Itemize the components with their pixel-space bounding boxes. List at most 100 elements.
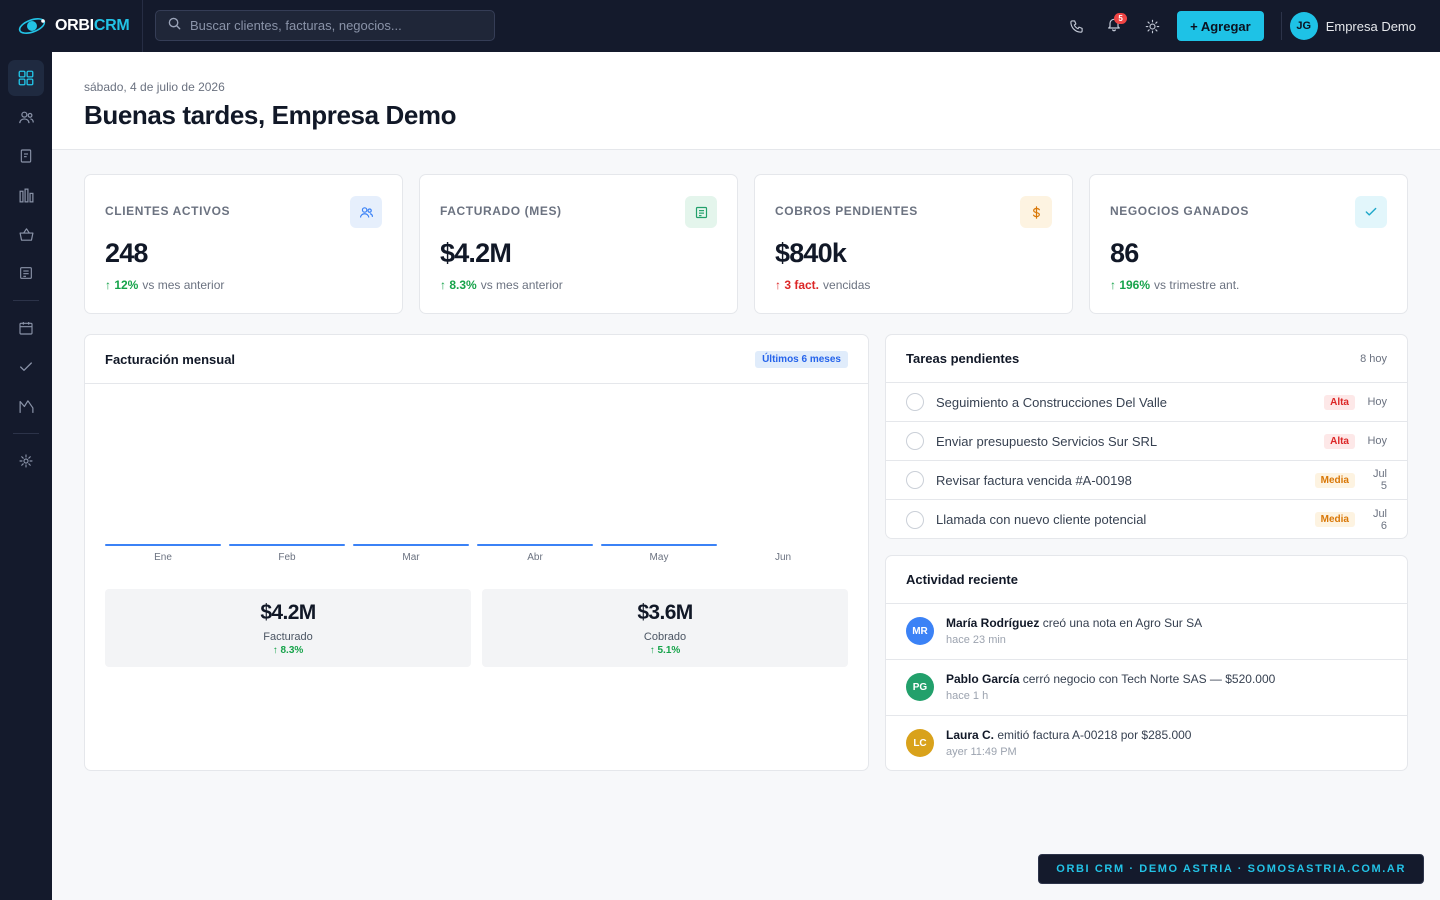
task-checkbox[interactable] [906, 432, 924, 450]
bar-feb[interactable] [229, 544, 345, 546]
kpi-trend: ↑ 3 fact. vencidas [775, 278, 1052, 292]
sidebar-item-tasks[interactable] [8, 349, 44, 385]
task-due: Jul 6 [1372, 507, 1387, 532]
sidebar-item-invoices[interactable] [8, 255, 44, 291]
summary-delta: ↑ 5.1% [649, 645, 681, 656]
kpi-card-pending-collections[interactable]: COBROS PENDIENTES $840k ↑ 3 fact. vencida… [754, 174, 1073, 314]
notifications-button[interactable]: 5 [1101, 13, 1128, 39]
kpi-card-deals-won[interactable]: NEGOCIOS GANADOS 86 ↑ 196% vs trimestre a… [1089, 174, 1408, 314]
panel-header: Actividad reciente [886, 556, 1407, 604]
demo-watermark-tag[interactable]: ORBI CRM · DEMO ASTRIA · SOMOSASTRIA.COM… [1038, 854, 1424, 884]
task-row[interactable]: Seguimiento a Construcciones Del Valle A… [886, 383, 1407, 422]
activity-time: hace 1 h [946, 690, 989, 702]
current-date: sábado, 4 de julio de 2026 [84, 80, 225, 94]
gear-icon [19, 454, 33, 468]
x-tick-label: Abr [527, 552, 543, 563]
bar-mar[interactable] [353, 544, 469, 546]
x-tick-label: Feb [278, 552, 296, 563]
kpi-value: 248 [105, 238, 148, 268]
kpi-trend: ↑ 8.3% vs mes anterior [440, 278, 717, 292]
bar-abr[interactable] [477, 544, 593, 546]
users-icon [350, 196, 382, 228]
task-checkbox[interactable] [906, 471, 924, 489]
theme-toggle-sun-icon[interactable] [1139, 13, 1165, 39]
dashboard-grid-icon [18, 70, 34, 86]
summary-label: Facturado [263, 631, 313, 643]
sidebar-item-pipeline[interactable] [8, 388, 44, 424]
brand-name: ORBICRM [55, 17, 130, 34]
activity-item[interactable]: PG Pablo García cerró negocio con Tech N… [886, 660, 1407, 716]
priority-badge: Alta [1324, 433, 1355, 449]
task-text: Llamada con nuevo cliente potencial [936, 512, 1147, 527]
priority-badge: Media [1314, 472, 1355, 488]
panel-title: Actividad reciente [906, 572, 1018, 587]
kpi-card-active-clients[interactable]: CLIENTES ACTIVOS 248 ↑ 12% vs mes anterio… [84, 174, 403, 314]
sidebar-item-calendar[interactable] [8, 310, 44, 346]
kpi-delta: ↑ 3 fact. [775, 278, 820, 292]
sidebar-divider-2 [13, 433, 39, 434]
kpi-label: NEGOCIOS GANADOS [1110, 204, 1249, 218]
task-text: Enviar presupuesto Servicios Sur SRL [936, 433, 1158, 449]
activity-action: cerró negocio con Tech Norte SAS — $520.… [1019, 672, 1276, 686]
activity-item[interactable]: LC Laura C. emitió factura A-00218 por $… [886, 716, 1407, 772]
kpi-note: vs trimestre ant. [1154, 278, 1240, 292]
task-row[interactable]: Enviar presupuesto Servicios Sur SRL Alt… [886, 422, 1407, 461]
kpi-trend: ↑ 196% vs trimestre ant. [1110, 278, 1387, 292]
billing-bar-chart: Ene Feb Mar Abr May Jun [105, 395, 849, 575]
sidebar-item-documents[interactable] [8, 138, 44, 174]
topbar-divider [1280, 12, 1282, 40]
summary-label: Cobrado [643, 631, 687, 643]
sidebar-divider [13, 300, 39, 301]
task-row[interactable]: Revisar factura vencida #A-00198 Media J… [886, 461, 1407, 500]
activity-user: Laura C. [946, 728, 995, 742]
summary-value: $4.2M [260, 601, 316, 624]
recent-activity-panel: Actividad reciente MR María Rodríguez cr… [885, 555, 1408, 771]
priority-badge: Media [1314, 512, 1355, 527]
sidebar-item-settings[interactable] [8, 443, 44, 479]
kpi-label: COBROS PENDIENTES [775, 204, 918, 218]
task-checkbox[interactable] [906, 510, 924, 529]
sidebar-item-clients[interactable] [8, 99, 44, 135]
kpi-label: FACTURADO (MES) [440, 204, 562, 218]
task-due: Hoy [1367, 435, 1387, 447]
task-checkbox[interactable] [906, 393, 924, 411]
activity-user: Pablo García [946, 672, 1020, 686]
chart-svg: Ene Feb Mar Abr May Jun [105, 544, 791, 563]
calendar-icon [19, 322, 33, 335]
priority-badge: Alta [1324, 394, 1355, 410]
avatar: LC [906, 729, 934, 757]
search-box[interactable] [155, 10, 495, 41]
kpi-delta: ↑ 12% [105, 278, 139, 292]
page-title: Buenas tardes, Empresa Demo [84, 100, 457, 130]
task-due: Jul 5 [1372, 468, 1387, 492]
sidebar-item-reports[interactable] [8, 177, 44, 213]
tasks-count: 8 hoy [1360, 352, 1387, 365]
panel-title: Tareas pendientes [906, 351, 1020, 366]
kpi-trend: ↑ 12% vs mes anterior [105, 278, 382, 292]
orbit-logo-icon [17, 11, 47, 41]
kpi-note: vencidas [823, 278, 871, 292]
bar-ene[interactable] [105, 544, 221, 546]
kpi-card-billed-month[interactable]: FACTURADO (MES) $4.2M ↑ 8.3% vs mes anter… [419, 174, 738, 314]
user-menu[interactable]: JG Empresa Demo [1289, 12, 1416, 40]
panel-title: Facturación mensual [105, 351, 236, 367]
activity-item[interactable]: MR María Rodríguez creó una nota en Agro… [886, 604, 1407, 660]
search-input[interactable] [190, 18, 480, 33]
panel-header: Facturación mensual Últimos 6 meses [85, 335, 868, 384]
checkmark-icon [20, 362, 32, 371]
x-tick-label: May [650, 552, 669, 563]
activity-text: María Rodríguez creó una nota en Agro Su… [946, 616, 1202, 630]
x-tick-label: Ene [154, 552, 172, 563]
sidebar-item-sales[interactable] [8, 216, 44, 252]
summary-delta: ↑ 8.3% [272, 645, 304, 656]
brand-logo[interactable]: ORBICRM [0, 0, 143, 52]
range-filter-pill[interactable]: Últimos 6 meses [755, 350, 848, 368]
phone-icon[interactable] [1063, 13, 1089, 39]
bar-may[interactable] [601, 544, 717, 546]
add-button[interactable]: + Agregar [1177, 11, 1264, 41]
notification-count-badge: 5 [1114, 13, 1128, 24]
receipt-icon [685, 196, 717, 228]
top-bar: ORBICRM 5 + Agregar JG Empresa Demo [0, 0, 1440, 52]
sidebar-item-dashboard[interactable] [8, 60, 44, 96]
task-row[interactable]: Llamada con nuevo cliente potencial Medi… [886, 500, 1407, 539]
